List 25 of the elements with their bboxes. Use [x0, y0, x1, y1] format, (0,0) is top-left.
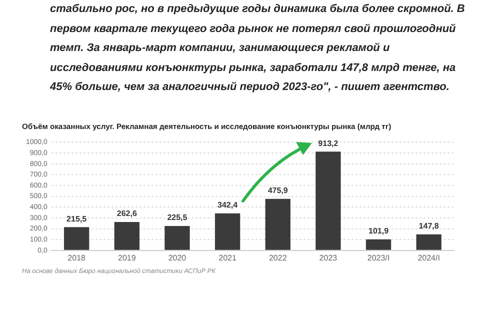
- data-label: 475,9: [268, 186, 288, 196]
- bar: [316, 152, 341, 250]
- data-label: 147,8: [418, 222, 440, 231]
- bar: [265, 198, 290, 250]
- bar: [114, 222, 140, 250]
- bar: [64, 227, 90, 250]
- x-tick-label: 2020: [168, 253, 187, 262]
- x-tick-label: 2024/I: [418, 253, 440, 262]
- x-tick-label: 2021: [218, 253, 237, 262]
- bar: [416, 234, 442, 250]
- bar: [164, 226, 190, 250]
- x-tick-label: 2022: [268, 253, 288, 262]
- data-label: 225,5: [167, 213, 188, 222]
- x-tick-label: 2018: [68, 253, 86, 262]
- bar: [366, 239, 392, 250]
- data-label: 913,2: [318, 138, 339, 148]
- x-tick-label: 2023/I: [367, 253, 390, 262]
- bar: [214, 213, 240, 250]
- data-label: 342,4: [218, 200, 238, 210]
- data-label: 262,6: [116, 209, 138, 218]
- x-tick-label: 2023: [319, 253, 338, 262]
- data-label: 101,9: [368, 226, 390, 236]
- x-tick-label: 2019: [118, 253, 136, 262]
- text: стабильно рос, но в предыдущие годы динамика была более скромной. В первом квартале текущего года рынок не потерял свой прошлогодний темп. За январь-март компании, занимающиеся рекламой и исследованиями конъюнктуры рынка, заработали 147,8 млрд тенге, на 45% больше, чем за аналогичный период 2023-го", - пишет агентство.: [50, 2, 466, 95]
- data-label: 215,5: [66, 214, 88, 224]
